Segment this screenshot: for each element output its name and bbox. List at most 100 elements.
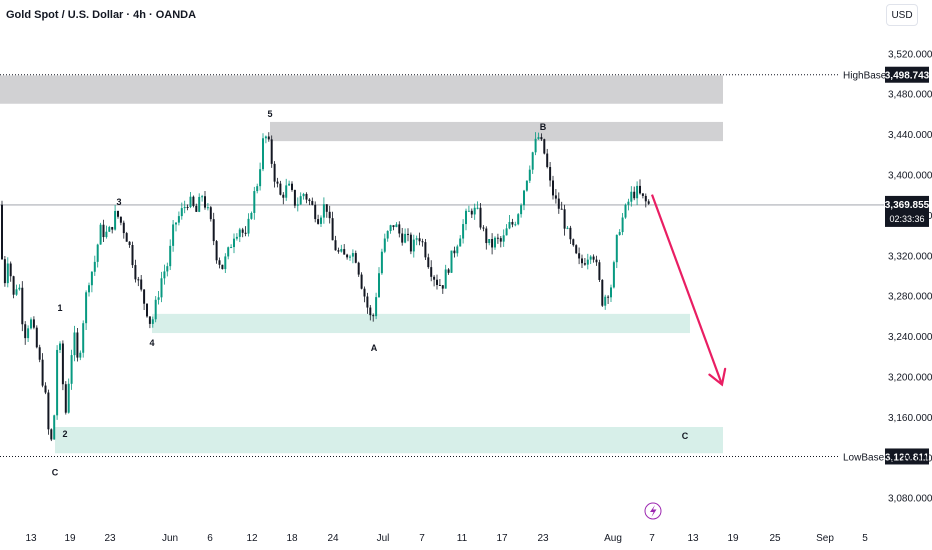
candle-body (592, 256, 595, 260)
candle-body (517, 214, 520, 225)
candle-body (586, 259, 589, 265)
candle (491, 233, 494, 255)
candle-body (624, 204, 627, 218)
candle-body (241, 229, 244, 233)
low-support-zone (55, 426, 723, 454)
mid-support-zone (152, 313, 690, 334)
candle (346, 253, 349, 260)
candle (85, 290, 88, 330)
candle (482, 225, 485, 232)
candle (380, 248, 383, 275)
x-tick-label: 11 (457, 533, 468, 544)
candle (157, 290, 160, 305)
candle (595, 255, 598, 266)
candle-body (262, 138, 264, 170)
lightning-event-icon[interactable] (644, 502, 662, 520)
candle-body (148, 316, 151, 324)
forecast-arrow-head (708, 367, 727, 387)
candle (441, 285, 444, 294)
candle-body (531, 152, 534, 170)
lowbase-price-text: 3,120.811 (885, 452, 929, 463)
candle-body (317, 219, 320, 224)
candle-body (293, 189, 296, 206)
x-tick-label: 5 (862, 533, 868, 544)
x-tick-label: 13 (687, 533, 699, 544)
candle-body (581, 258, 583, 264)
candle (177, 211, 180, 226)
candle-body (566, 227, 569, 229)
candle (337, 247, 340, 254)
candle (209, 205, 212, 222)
candle (204, 191, 206, 210)
price-axis: 3,498.743 3,120.811 3,520.000 3,480.000 3,44… (885, 49, 932, 504)
candle (15, 284, 18, 296)
candle-body (612, 262, 615, 288)
candle-body (305, 193, 308, 200)
wave-label-2: 2 (62, 429, 67, 439)
candle-body (322, 204, 325, 218)
candle-body (633, 191, 636, 199)
candle-body (264, 136, 267, 139)
candle-body (35, 327, 38, 348)
candle (151, 316, 154, 328)
candle (447, 268, 450, 275)
candle-body (117, 210, 119, 217)
highbase-label: HighBase (843, 71, 887, 82)
candle-body (192, 196, 195, 206)
candle-body (186, 206, 189, 208)
candle-body (3, 259, 6, 284)
candle-body (372, 315, 375, 317)
candle-body (279, 183, 282, 195)
candle-body (647, 201, 650, 204)
candle-body (644, 195, 647, 202)
candle (296, 197, 299, 212)
candle (253, 186, 256, 220)
candle-body (421, 241, 424, 243)
candle (488, 238, 491, 246)
y-tick-label: 3,200.000 (888, 372, 932, 383)
candle (412, 234, 415, 258)
y-tick-label: 3,240.000 (888, 332, 932, 343)
candle-body (102, 224, 105, 238)
candle (502, 229, 505, 247)
candle (233, 233, 235, 254)
candle (627, 198, 630, 211)
candle (560, 201, 563, 210)
candle-body (218, 260, 221, 265)
candle (215, 239, 218, 264)
candle-body (32, 319, 35, 328)
candle (610, 284, 612, 302)
candle (105, 225, 108, 239)
candle-body (15, 289, 18, 295)
currency-selector-button[interactable]: USD (886, 4, 918, 26)
candle (386, 230, 389, 242)
candle (549, 161, 552, 187)
candle (604, 294, 607, 310)
candle-body (496, 237, 499, 239)
candle (308, 198, 311, 206)
y-tick-label: 3,400.000 (888, 170, 932, 181)
candle-body (380, 251, 383, 274)
candle (79, 350, 82, 361)
candle (99, 222, 102, 245)
x-tick-label: 13 (25, 533, 37, 544)
candle-body (494, 237, 496, 248)
candle (401, 227, 404, 246)
wave-label-c: C (52, 467, 59, 477)
candle-body (424, 242, 427, 258)
current-price-tag (885, 195, 929, 227)
candle (247, 213, 250, 237)
candle (476, 201, 479, 210)
candle-body (111, 227, 114, 230)
candle (528, 165, 531, 184)
candle-body (520, 205, 523, 215)
candle-body (418, 238, 421, 242)
candle-body (386, 230, 389, 239)
candle-body (282, 194, 285, 198)
candle-body (93, 261, 96, 272)
candle (322, 197, 325, 224)
candle (195, 203, 198, 213)
candle-body (407, 233, 409, 235)
candle-body (433, 276, 436, 280)
